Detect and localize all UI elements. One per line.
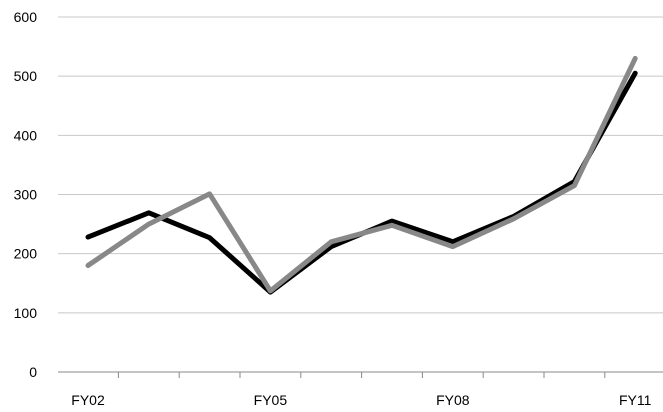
y-axis-tick-labels: 0 100 200 300 400 500 600 <box>14 9 38 380</box>
x-axis <box>58 371 663 378</box>
x-tick-label-fy05: FY05 <box>254 392 288 408</box>
series-lines <box>85 55 638 295</box>
x-tick-label-fy08: FY08 <box>436 392 470 408</box>
y-tick-label-500: 500 <box>14 68 38 84</box>
y-tick-label-600: 600 <box>14 9 38 25</box>
series-line-1 <box>85 70 638 295</box>
x-tick-label-fy02: FY02 <box>71 392 105 408</box>
y-tick-label-400: 400 <box>14 127 38 143</box>
gridlines <box>58 16 663 314</box>
y-tick-label-0: 0 <box>29 364 37 380</box>
series-line-2 <box>85 55 638 294</box>
x-tick-label-fy11: FY11 <box>619 392 652 408</box>
x-axis-tick-labels: FY02 FY05 FY08 FY11 <box>71 392 651 408</box>
y-tick-label-300: 300 <box>14 187 38 203</box>
y-tick-label-200: 200 <box>14 246 38 262</box>
y-tick-label-100: 100 <box>14 305 38 321</box>
